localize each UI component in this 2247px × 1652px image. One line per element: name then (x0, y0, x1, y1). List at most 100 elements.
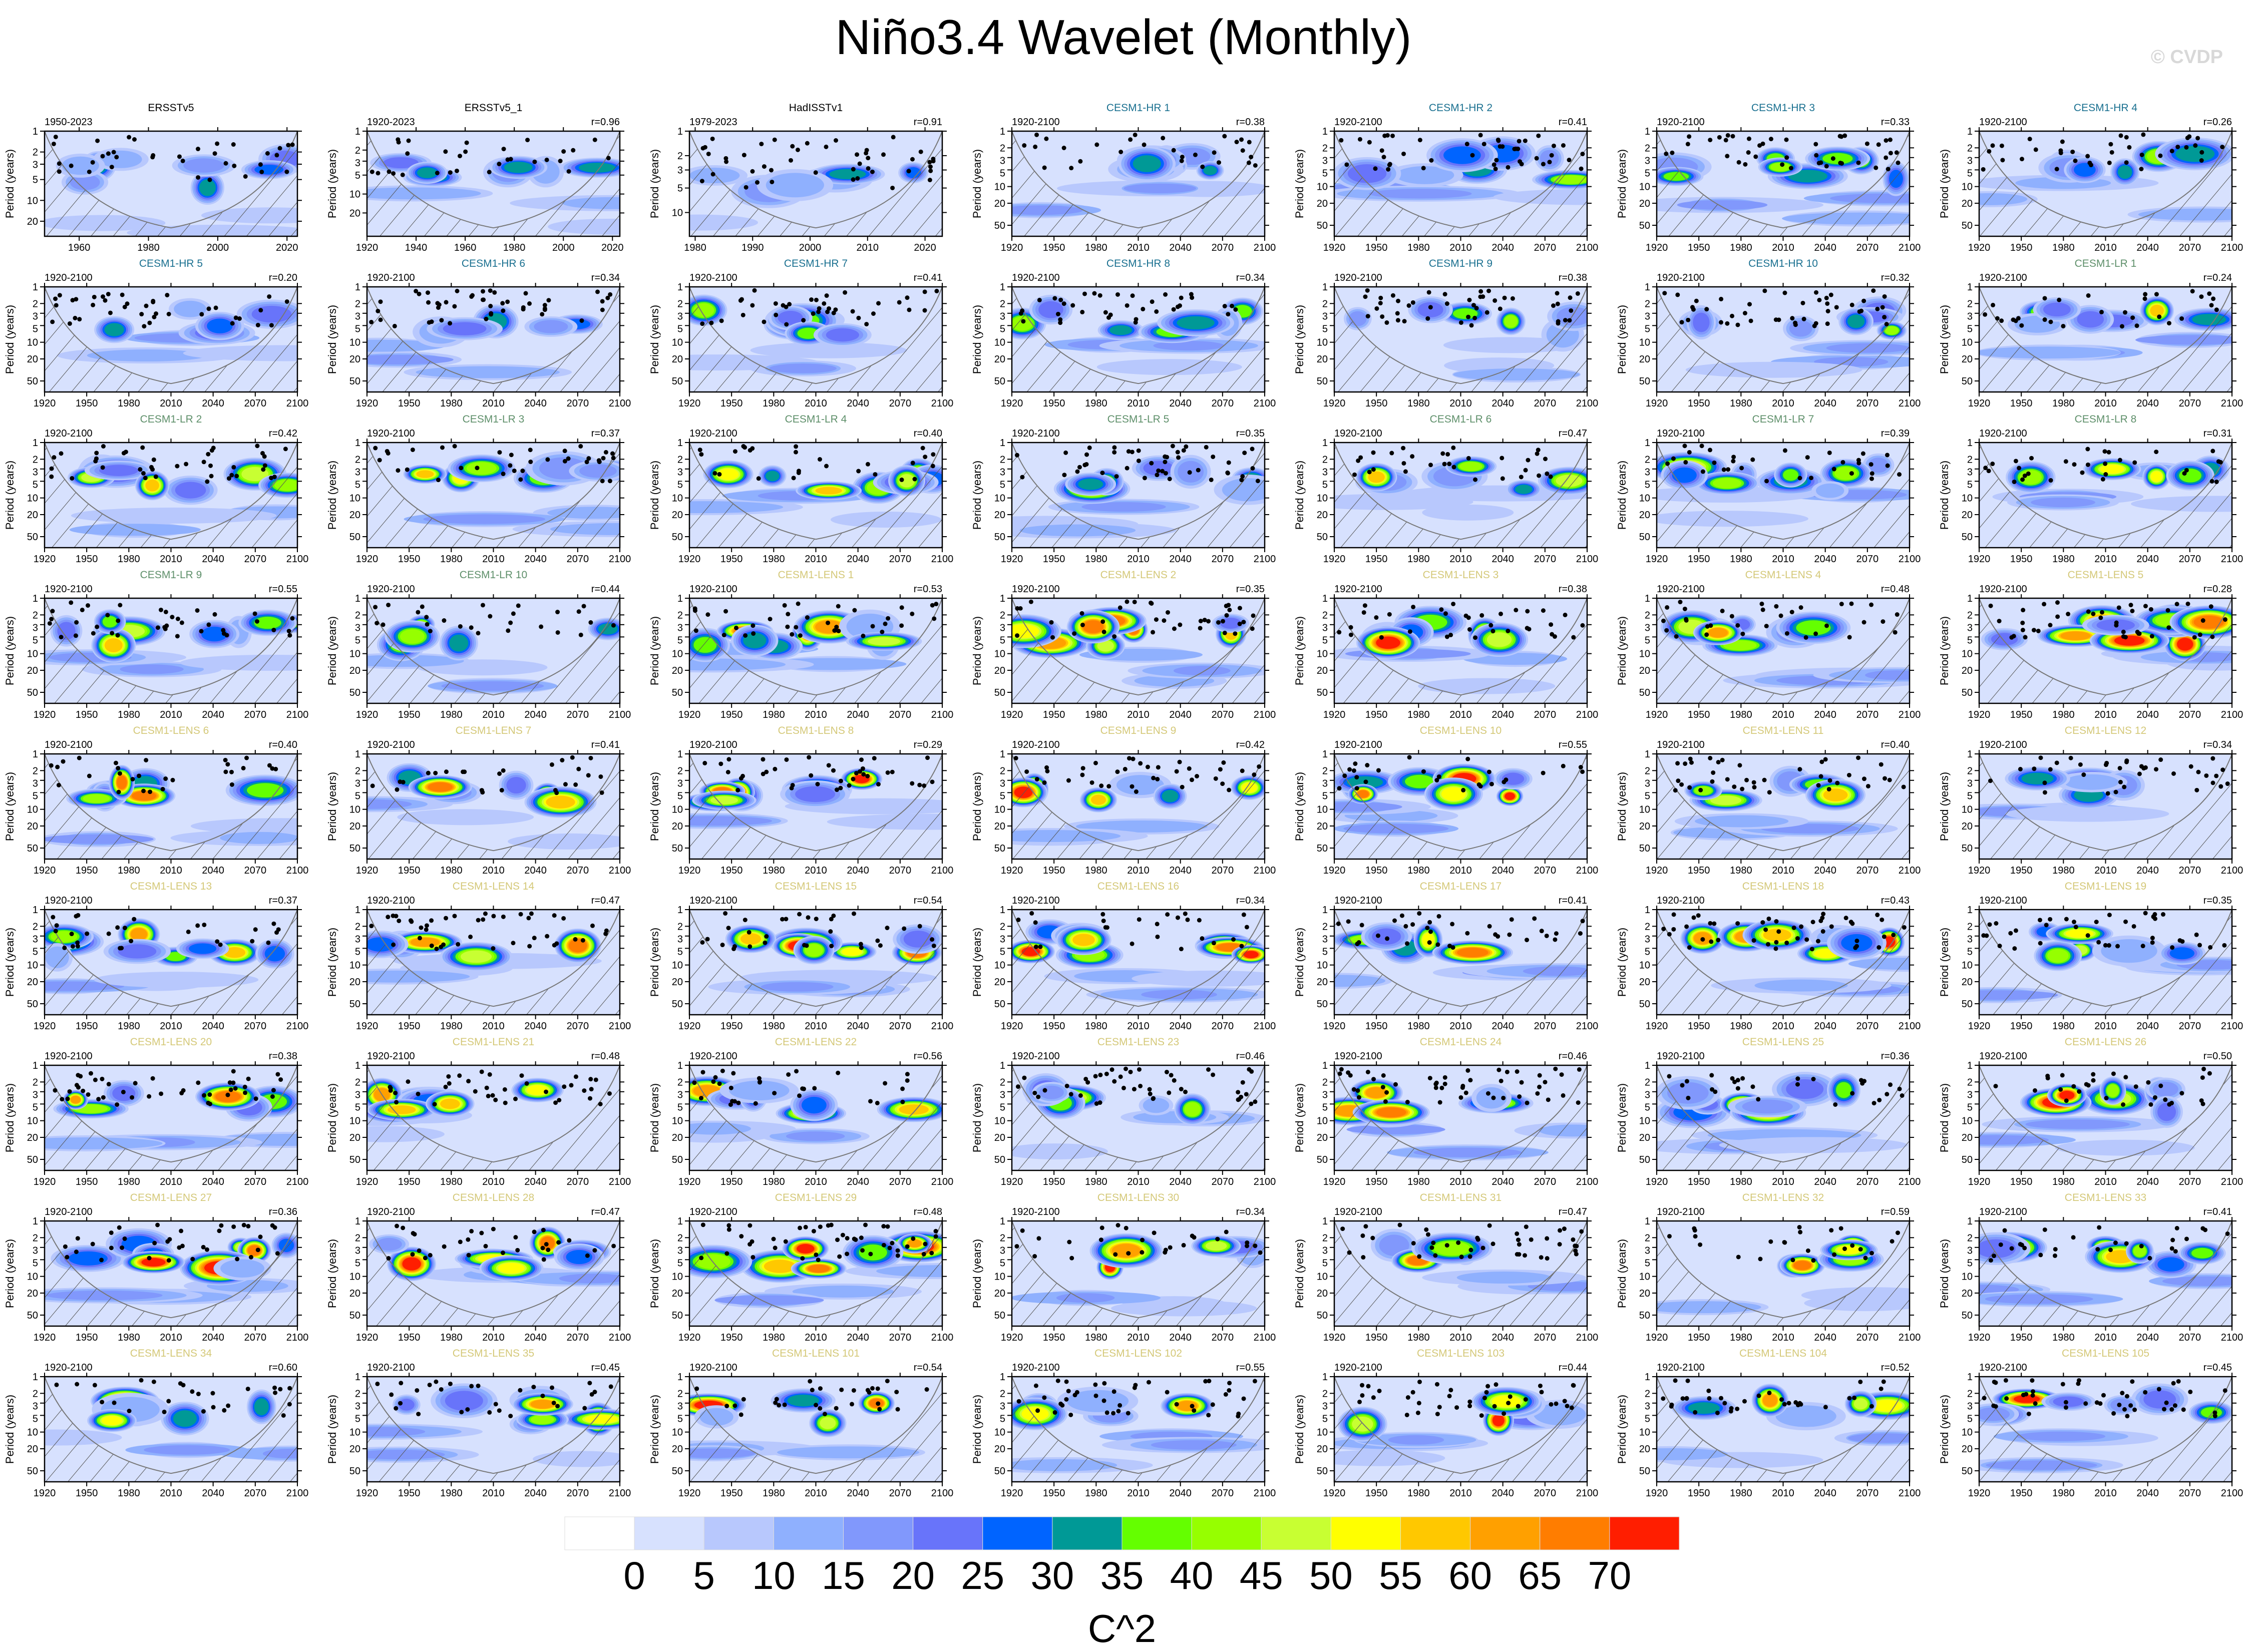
significance-dot (595, 289, 600, 294)
significance-dot (1883, 776, 1888, 781)
coi-hatch (367, 443, 620, 548)
significance-dot (1198, 619, 1203, 624)
significance-dot (2026, 471, 2031, 476)
significance-dot (2180, 939, 2185, 944)
y-axis-label: Period (years) (971, 928, 983, 997)
significance-dot (160, 786, 165, 791)
panel-period: 1920-2100 (1657, 117, 1705, 128)
x-tick-label: 1950 (1043, 1021, 1065, 1032)
significance-dot (62, 945, 67, 950)
significance-dot (2094, 920, 2099, 925)
y-tick-label: 20 (994, 198, 1005, 209)
significance-dot (2099, 610, 2104, 615)
significance-dot (1816, 783, 1821, 788)
power-contours (1012, 131, 1265, 236)
x-tick-label: 1950 (720, 554, 743, 565)
significance-dot (1428, 463, 1433, 468)
significance-dot (55, 764, 60, 769)
significance-dot (1854, 938, 1859, 943)
cone-of-influence (367, 754, 620, 852)
significance-dot (436, 305, 441, 310)
x-tick-label: 2070 (2179, 1021, 2201, 1032)
significance-dot (1082, 291, 1087, 296)
significance-dot (2170, 945, 2175, 950)
significance-dot (1840, 460, 1845, 465)
significance-dot (925, 755, 930, 760)
significance-dot (2193, 143, 2198, 148)
significance-dot (1440, 451, 1445, 456)
significance-dot (865, 773, 870, 778)
y-tick-label: 3 (355, 311, 360, 322)
x-tick-label: 2100 (1576, 242, 1599, 253)
significance-dot (452, 444, 457, 449)
y-tick-label: 3 (1645, 467, 1650, 478)
significance-dot (148, 789, 153, 794)
y-tick-label: 50 (1317, 999, 1328, 1010)
x-tick-label: 2070 (1856, 709, 1879, 720)
significance-dot (787, 302, 792, 307)
significance-dot (199, 629, 204, 634)
significance-dot (74, 1083, 79, 1088)
significance-dot (600, 299, 605, 304)
contour-blob (761, 982, 834, 992)
significance-dot (2019, 323, 2024, 328)
coi-hatch (1334, 287, 1587, 392)
significance-dot (2064, 917, 2069, 922)
significance-dot (1506, 165, 1511, 170)
significance-dot (2020, 477, 2025, 482)
significance-dot (544, 157, 549, 162)
significance-dot (1356, 458, 1361, 463)
y-tick-label: 10 (1317, 804, 1328, 815)
x-tick-label: 1920 (356, 709, 379, 720)
significance-dot (237, 316, 242, 321)
significance-dot (1746, 150, 1751, 155)
y-tick-label: 10 (349, 804, 360, 815)
significance-dot (2033, 147, 2038, 152)
panel-correlation: r=0.35 (1236, 428, 1265, 439)
significance-dot (154, 311, 159, 316)
y-tick-label: 5 (1967, 946, 1973, 957)
significance-dot (1716, 938, 1721, 943)
significance-dot (406, 138, 411, 143)
significance-dot (1442, 462, 1447, 467)
contour-blob (1502, 772, 1525, 785)
y-tick-label: 20 (349, 510, 360, 521)
significance-dot (934, 602, 939, 607)
significance-dot (53, 296, 58, 301)
significance-dot (2161, 912, 2166, 917)
significance-dot (2152, 912, 2157, 917)
x-tick-label: 2040 (1169, 554, 1192, 565)
significance-dot (2012, 479, 2017, 484)
significance-dot (230, 321, 235, 326)
significance-dot (116, 618, 121, 623)
significance-dot (2154, 767, 2159, 772)
significance-dot (271, 921, 276, 926)
significance-dot (1537, 473, 1542, 478)
contour-blob (104, 323, 124, 336)
significance-dot (1716, 759, 1721, 764)
significance-dot (1403, 924, 1408, 929)
significance-dot (876, 782, 881, 787)
significance-dot (442, 618, 447, 623)
significance-dot (1042, 165, 1047, 170)
y-tick-label: 3 (1645, 155, 1650, 166)
significance-dot (1062, 473, 1067, 478)
significance-dot (1221, 619, 1226, 624)
panel-period: 1950-2023 (45, 117, 93, 128)
y-axis-label: Period (years) (1616, 305, 1628, 374)
x-tick-label: 1950 (1365, 1021, 1388, 1032)
significance-dot (1535, 451, 1540, 456)
x-tick-label: 1980 (118, 398, 140, 409)
x-tick-label: 1950 (720, 398, 743, 409)
significance-dot (49, 617, 54, 622)
y-tick-label: 2 (677, 454, 683, 465)
significance-dot (1097, 293, 1102, 298)
significance-dot (1661, 618, 1666, 623)
contour-blob (183, 158, 224, 173)
significance-dot (1161, 136, 1166, 141)
significance-dot (54, 303, 59, 308)
cone-of-influence (45, 598, 297, 696)
coi-hatch (1979, 598, 2232, 703)
significance-dot (215, 939, 220, 944)
x-tick-label: 1950 (76, 398, 98, 409)
